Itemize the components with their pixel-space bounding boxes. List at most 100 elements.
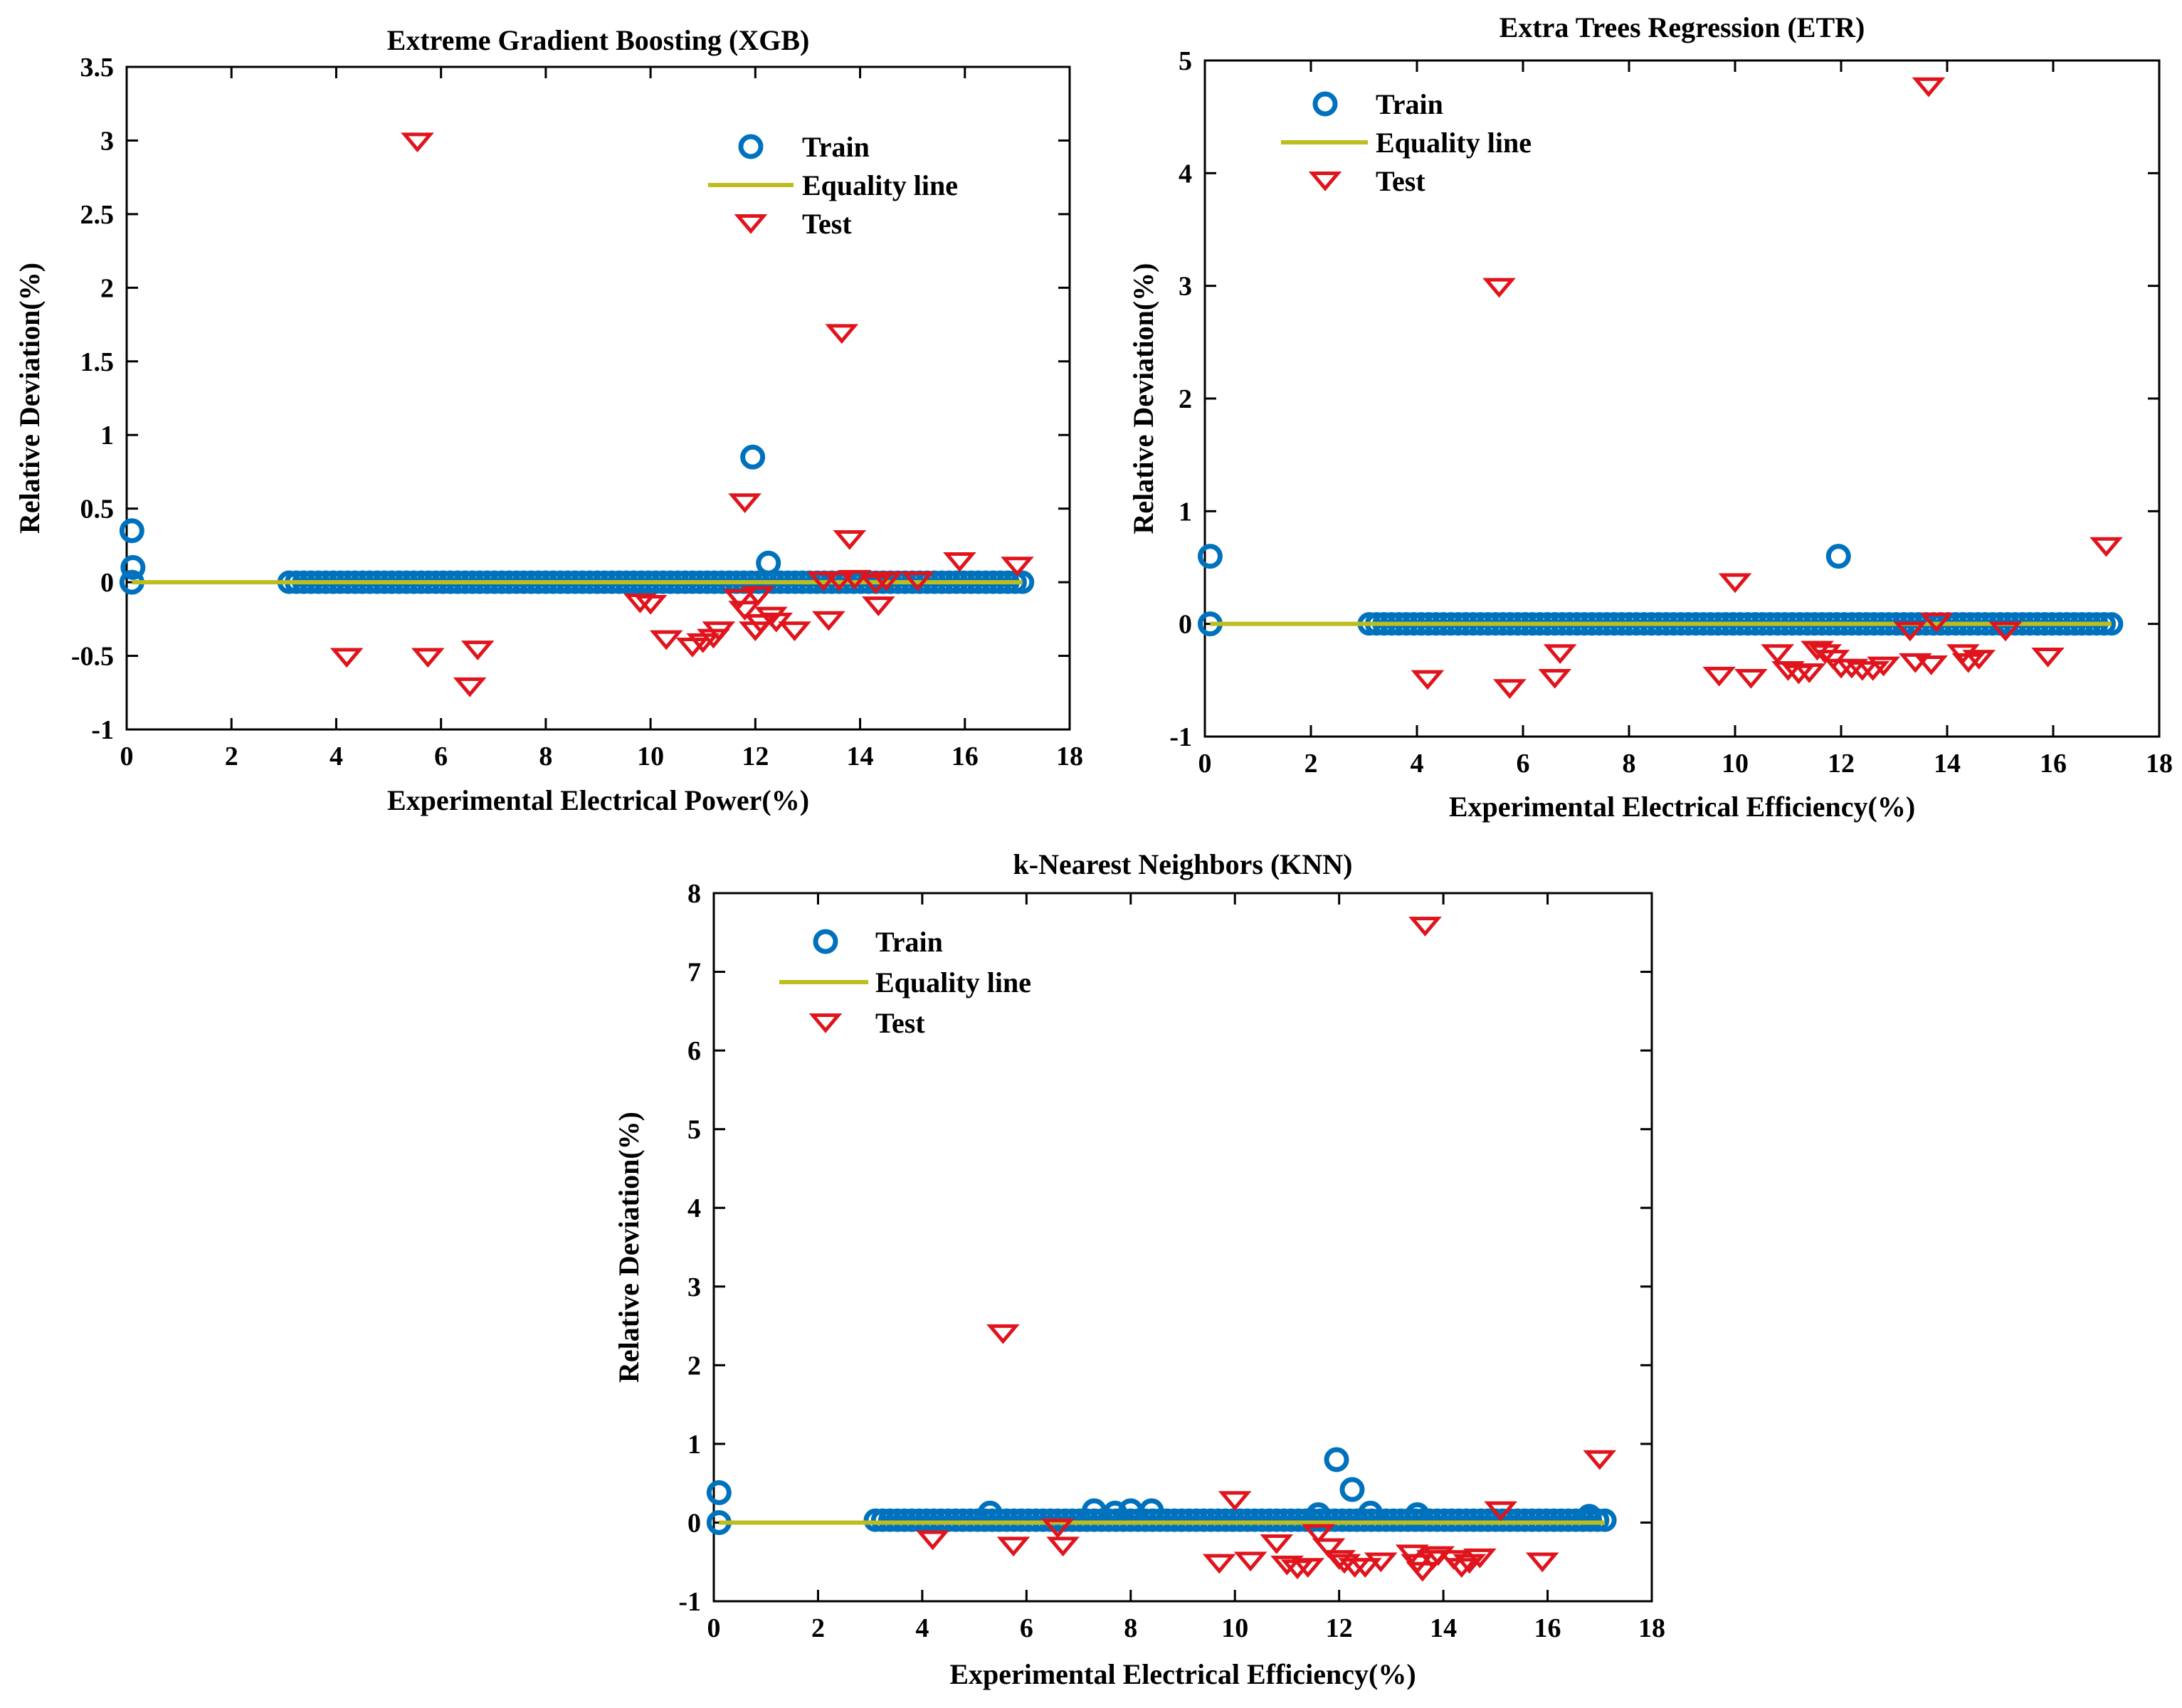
legend-test-marker <box>808 1013 843 1033</box>
test-point <box>1302 1524 1335 1544</box>
x-tick-label: 8 <box>1124 1613 1137 1643</box>
test-point <box>2031 647 2065 668</box>
test-point <box>806 571 840 591</box>
x-axis-label: Experimental Electrical Power(%) <box>387 784 809 816</box>
y-tick-label: 7 <box>687 958 701 988</box>
train-point <box>1197 544 1223 569</box>
train-point <box>1250 1508 1274 1532</box>
train-point <box>915 1508 939 1532</box>
x-tick-label: 2 <box>811 1613 825 1643</box>
test-point <box>1482 278 1516 298</box>
x-tick-label: 8 <box>539 742 552 771</box>
train-point <box>1221 1508 1245 1532</box>
test-point <box>778 621 811 642</box>
test-point <box>1348 1558 1382 1578</box>
test-point <box>1270 1555 1304 1576</box>
x-tick-label: 12 <box>742 742 769 771</box>
test-point <box>738 621 772 642</box>
train-point <box>951 1508 975 1532</box>
x-tick-label: 18 <box>1056 742 1083 771</box>
train-point <box>706 1480 732 1505</box>
train-point <box>1520 1508 1544 1532</box>
y-tick-label: 2 <box>1179 384 1192 414</box>
legend-test-marker <box>734 214 768 234</box>
test-point <box>1583 1450 1617 1470</box>
train-point <box>1505 1508 1529 1532</box>
test-point <box>1734 669 1768 689</box>
train-point <box>1228 1508 1253 1532</box>
train-point <box>1258 1508 1282 1532</box>
x-tick-label: 12 <box>1828 749 1855 779</box>
x-tick-label: 4 <box>915 1613 929 1643</box>
train-point <box>1339 1477 1365 1502</box>
x-tick-label: 0 <box>120 742 134 771</box>
train-point <box>1541 1508 1566 1532</box>
test-point <box>1893 621 1927 642</box>
x-tick-label: 0 <box>707 1613 721 1643</box>
legend-test-marker <box>1308 171 1342 191</box>
x-tick-label: 18 <box>2146 749 2173 779</box>
train-point <box>1177 1508 1201 1532</box>
test-point <box>812 611 845 631</box>
test-point <box>943 552 976 572</box>
train-point <box>1294 1508 1318 1532</box>
test-point <box>833 529 867 550</box>
y-tick-label: 2.5 <box>80 200 115 230</box>
x-tick-label: 14 <box>847 742 874 771</box>
y-tick-label: -0.5 <box>71 642 114 672</box>
x-tick-label: 14 <box>1934 749 1961 779</box>
chart-xgb: Extreme Gradient Boosting (XGB)0 2 4 6 8 10 12… <box>14 24 1083 816</box>
legend: Train Equality line Test <box>779 926 1031 1039</box>
test-point <box>697 628 730 649</box>
test-point <box>1484 1501 1518 1522</box>
train-point <box>1418 1508 1442 1532</box>
x-tick-label: 14 <box>1430 1613 1457 1643</box>
train-point <box>1576 1504 1602 1529</box>
test-point <box>1543 644 1577 664</box>
x-tick-label: 6 <box>434 742 448 771</box>
train-point <box>1324 1447 1349 1472</box>
test-point <box>1411 670 1445 690</box>
train-point <box>1243 1508 1267 1532</box>
y-tick-label: 4 <box>1179 159 1192 189</box>
train-point <box>120 554 146 580</box>
train-point <box>900 1508 924 1532</box>
test-point <box>1702 666 1736 687</box>
test-point <box>861 596 895 616</box>
y-tick-label: 2 <box>687 1351 701 1381</box>
test-point <box>1202 1554 1236 1574</box>
train-point <box>1454 1508 1478 1532</box>
x-tick-label: 12 <box>1326 1613 1353 1643</box>
train-point <box>1549 1508 1574 1532</box>
train-point <box>1199 1508 1223 1532</box>
train-point <box>1082 1508 1107 1532</box>
test-point <box>460 640 495 660</box>
train-point <box>1016 1508 1040 1532</box>
train-point <box>863 1508 887 1532</box>
train-point <box>1527 1508 1551 1532</box>
train-point <box>1512 1508 1537 1532</box>
test-point <box>825 324 859 344</box>
y-tick-label: 0 <box>100 568 114 598</box>
test-point <box>728 601 761 621</box>
train-point <box>1534 1508 1559 1532</box>
x-tick-label: 8 <box>1623 749 1636 779</box>
train-point <box>1491 1508 1515 1532</box>
test-point <box>1761 644 1794 664</box>
test-point <box>1462 1548 1497 1569</box>
test-point <box>1364 1552 1398 1573</box>
test-point <box>2089 537 2123 557</box>
train-point <box>1476 1508 1500 1532</box>
test-point <box>1962 650 1996 670</box>
train-point <box>1265 1508 1289 1532</box>
test-point <box>1792 663 1826 683</box>
y-tick-label: 1 <box>100 421 114 450</box>
train-point <box>1337 1508 1361 1532</box>
train-point <box>1162 1508 1186 1532</box>
test-point <box>1291 1558 1325 1578</box>
x-tick-label: 18 <box>1638 1613 1665 1643</box>
test-point <box>1312 1538 1346 1559</box>
test-point <box>1988 621 2023 642</box>
legend-test-label: Test <box>875 1007 925 1039</box>
